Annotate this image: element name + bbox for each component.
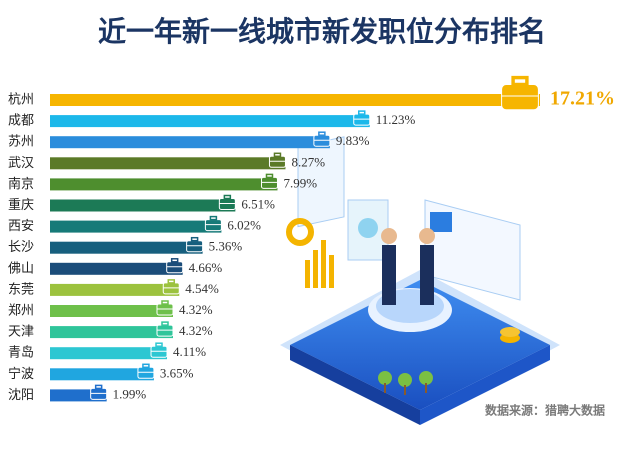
- briefcase-icon: [218, 194, 236, 210]
- bar: [50, 199, 236, 212]
- y-tick-label: 郑州: [8, 304, 34, 319]
- icon-handle: [167, 279, 176, 284]
- briefcase-icon: [260, 173, 278, 189]
- y-tick-label: 青岛: [8, 345, 34, 361]
- bar: [50, 136, 330, 149]
- icon-handle: [209, 215, 218, 221]
- bar: [50, 283, 180, 296]
- y-tick-label: 重庆: [8, 197, 34, 213]
- icon-handle: [161, 300, 169, 305]
- briefcase-icon: [353, 110, 371, 126]
- value-label: 4.11%: [173, 344, 206, 359]
- briefcase-icon: [313, 131, 331, 147]
- bar: [50, 347, 168, 360]
- briefcase-icon: [156, 321, 174, 337]
- value-label: 4.54%: [185, 281, 219, 296]
- value-label: 5.36%: [209, 239, 243, 254]
- bar: [50, 220, 222, 233]
- bar: [50, 326, 173, 339]
- y-tick-label: 成都: [8, 114, 34, 129]
- icon-body: [501, 84, 539, 111]
- y-tick-label: 东莞: [8, 282, 34, 297]
- value-label: 11.23%: [376, 112, 416, 127]
- icon-handle: [161, 321, 169, 326]
- icon-handle: [223, 194, 232, 200]
- icon-handle: [142, 363, 150, 369]
- value-label: 17.21%: [550, 88, 615, 110]
- icon-handle: [155, 342, 163, 347]
- briefcase-icon: [162, 279, 180, 295]
- briefcase-icon: [156, 300, 174, 316]
- briefcase-icon: [501, 75, 539, 111]
- briefcase-icon: [90, 384, 108, 400]
- bar: [50, 94, 540, 106]
- icon-handle: [511, 75, 529, 87]
- briefcase-icon: [150, 342, 168, 358]
- briefcase-icon: [186, 236, 204, 253]
- value-label: 1.99%: [113, 386, 147, 401]
- icon-handle: [357, 110, 366, 115]
- value-label: 4.32%: [179, 323, 213, 338]
- briefcase-icon: [137, 363, 155, 379]
- bar: [50, 305, 173, 317]
- illustration: [280, 136, 560, 425]
- value-label: 6.51%: [241, 196, 275, 211]
- bar: [50, 157, 286, 170]
- icon-handle: [94, 384, 103, 390]
- icon-handle: [170, 258, 179, 263]
- value-label: 3.65%: [160, 365, 194, 380]
- icon-handle: [273, 152, 282, 158]
- y-tick-label: 西安: [8, 219, 34, 234]
- y-tick-label: 杭州: [8, 93, 34, 108]
- value-label: 8.27%: [291, 154, 325, 169]
- y-tick-label: 宁波: [8, 366, 34, 382]
- bar: [50, 262, 183, 275]
- chart-title: 近一年新一线城市新发职位分布排名: [98, 15, 546, 48]
- value-label: 9.83%: [336, 133, 370, 148]
- y-tick-label: 苏州: [8, 134, 34, 150]
- bar: [50, 241, 203, 254]
- y-tick-label: 长沙: [8, 240, 34, 255]
- briefcase-icon: [268, 152, 286, 168]
- briefcase-icon: [204, 215, 222, 232]
- y-tick-label: 佛山: [8, 261, 34, 276]
- icon-handle: [265, 173, 274, 179]
- value-label: 4.66%: [189, 260, 223, 275]
- icon-handle: [190, 236, 199, 242]
- y-tick-label: 天津: [8, 325, 34, 340]
- value-label: 6.02%: [227, 218, 261, 233]
- bar: [50, 115, 370, 128]
- bar: [50, 178, 278, 191]
- icon-handle: [318, 131, 326, 136]
- bar: [50, 368, 154, 381]
- source: 数据来源：猎聘大数据: [485, 403, 605, 418]
- value-label: 7.99%: [283, 175, 317, 190]
- y-tick-label: 武汉: [8, 156, 34, 171]
- y-tick-label: 南京: [8, 176, 34, 192]
- briefcase-icon: [166, 258, 184, 274]
- value-label: 4.32%: [179, 302, 213, 317]
- y-tick-label: 沈阳: [8, 388, 34, 403]
